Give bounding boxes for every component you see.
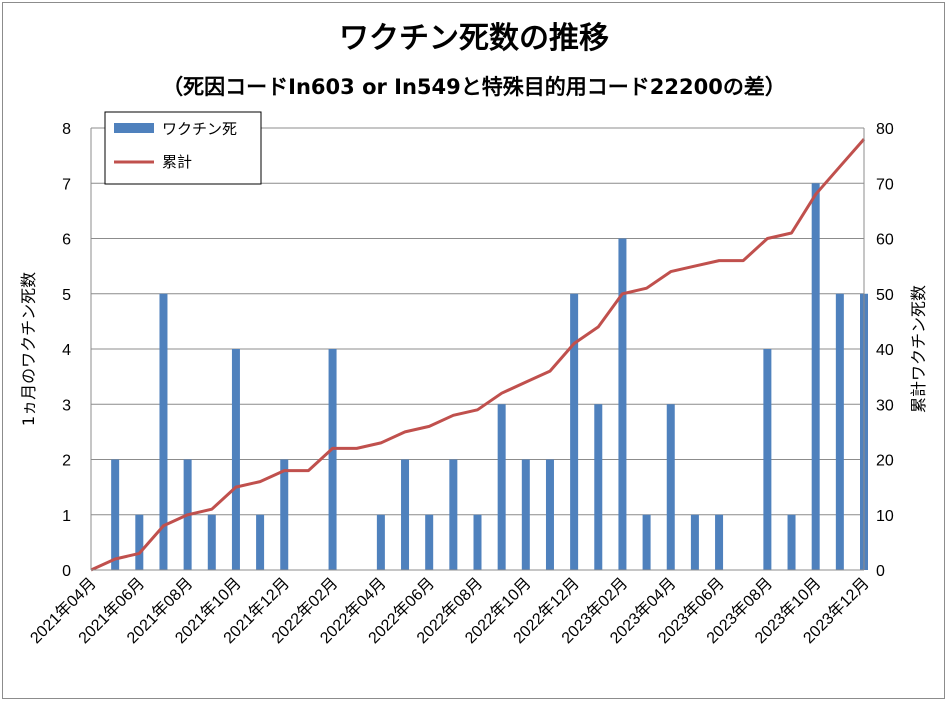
bar-2021年05月	[111, 459, 120, 570]
y-tick-label: 7	[62, 176, 71, 193]
bar-2021年10月	[231, 349, 240, 570]
y2-tick-label: 10	[876, 508, 894, 525]
bar-2022年10月	[521, 459, 530, 570]
bar-2022年06月	[425, 514, 434, 570]
y-tick-label: 3	[62, 397, 71, 414]
grid-lines	[91, 127, 864, 516]
bar-2023年08月	[763, 349, 772, 570]
bar-2023年11月	[835, 293, 844, 570]
bar-2023年04月	[666, 404, 675, 570]
bar-2021年06月	[135, 514, 144, 570]
bar-2022年08月	[473, 514, 482, 570]
bar-2022年09月	[497, 404, 506, 570]
y-axis-title: 1ヵ月のワクチン死数	[19, 272, 38, 426]
bar-2023年02月	[618, 238, 627, 570]
y2-tick-label: 40	[876, 342, 894, 359]
y2-tick-label: 80	[876, 121, 894, 138]
bar-2022年04月	[376, 514, 385, 570]
bar-2023年10月	[811, 183, 820, 570]
y-tick-label: 1	[62, 508, 71, 525]
y-tick-label: 6	[62, 232, 71, 249]
bar-2022年05月	[401, 459, 410, 570]
y2-tick-label: 20	[876, 453, 894, 470]
bar-2021年09月	[207, 514, 216, 570]
y2-tick-label: 50	[876, 287, 894, 304]
legend-label-bar: ワクチン死	[162, 120, 237, 138]
bar-2021年11月	[256, 514, 265, 570]
cumulative-line-series	[90, 138, 866, 572]
y-tick-label: 2	[62, 453, 71, 470]
y2-axis-title: 累計ワクチン死数	[909, 285, 928, 413]
y2-tick-label: 0	[876, 563, 885, 580]
bar-2023年09月	[787, 514, 796, 570]
bar-2023年03月	[642, 514, 651, 570]
y2-tick-label: 60	[876, 232, 894, 249]
legend-label-line: 累計	[162, 153, 192, 171]
y-tick-label: 0	[62, 563, 71, 580]
y-tick-label: 8	[62, 121, 71, 138]
bar-2023年06月	[715, 514, 724, 570]
bar-2022年02月	[328, 349, 337, 570]
y2-tick-label: 30	[876, 397, 894, 414]
chart-subtitle: （死因コードIn603 or In549と特殊目的用コード22200の差）	[162, 75, 786, 99]
legend: ワクチン死 累計	[104, 111, 262, 185]
bar-2023年01月	[594, 404, 603, 570]
y2-tick-label: 70	[876, 176, 894, 193]
y-tick-label: 5	[62, 287, 71, 304]
bar-2023年05月	[690, 514, 699, 570]
cumulative-line	[90, 138, 866, 572]
bar-2022年11月	[545, 459, 554, 570]
bar-2022年07月	[449, 459, 458, 570]
bar-series	[111, 183, 868, 570]
legend-bar-swatch	[114, 123, 154, 133]
bar-2022年12月	[570, 293, 579, 570]
bar-2021年12月	[280, 459, 289, 570]
chart-title: ワクチン死数の推移	[339, 21, 609, 56]
bar-2021年07月	[159, 293, 168, 570]
y-tick-label: 4	[62, 342, 71, 359]
